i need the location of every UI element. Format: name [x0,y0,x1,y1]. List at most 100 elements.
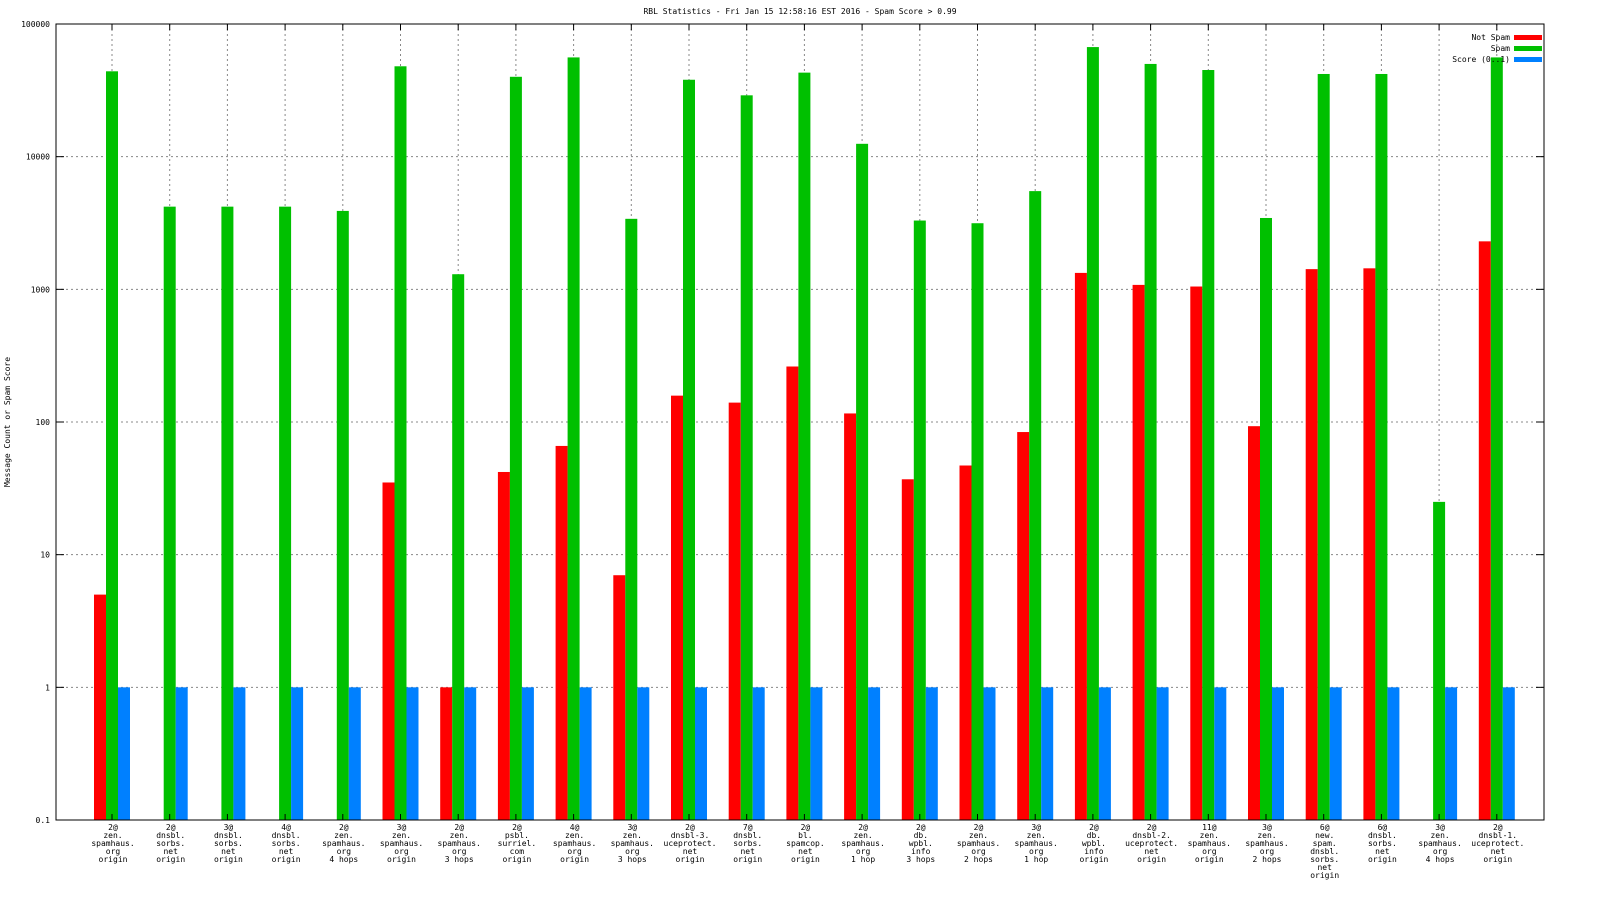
x-tick-label: 2@ [858,823,868,832]
x-tick-label: 3@ [1031,823,1041,832]
bar-score-0-1 [1329,687,1342,820]
bar-not-spam [959,465,972,820]
bar-spam [683,79,695,820]
x-tick-label: origin [214,855,243,864]
x-tick-label: origin [1079,855,1108,864]
bar-not-spam [613,575,626,820]
x-tick-label: origin [1368,855,1397,864]
bar-spam [1317,73,1330,821]
x-tick-label: dnsbl. [156,831,185,840]
x-tick-label: net [279,847,294,856]
x-tick-label: net [798,847,813,856]
y-tick-label: 10000 [26,153,50,162]
x-tick-label: 2@ [685,823,695,832]
bar-score-0-1 [752,687,765,820]
x-tick-label: org [1433,847,1448,856]
x-tick-label: 1 hop [851,855,875,864]
x-tick-label: 3 hops [906,855,935,864]
x-tick-label: uceprotect. [1125,839,1178,848]
x-tick-label: 2@ [108,823,118,832]
x-tick-label: dnsbl-2. [1132,831,1171,840]
x-tick-label: 2@ [512,823,522,832]
x-tick-label: origin [733,855,762,864]
x-tick-label: 3 hops [445,855,474,864]
y-axis-label: Message Count or Spam Score [3,357,12,487]
x-tick-label: spamhaus. [91,839,134,848]
bar-spam [913,220,926,820]
bar-spam [1029,191,1042,820]
x-tick-label: origin [502,855,531,864]
legend-label: Score (0..1) [1452,55,1510,64]
x-tick-label: origin [272,855,301,864]
bar-spam [740,95,753,820]
legend-swatch [1514,35,1542,40]
x-tick-label: 11@ [1202,823,1217,832]
x-tick-label: net [740,847,755,856]
bar-not-spam [1363,268,1376,820]
x-tick-label: 4@ [281,823,291,832]
x-tick-label: 1 hop [1024,855,1048,864]
bar-not-spam [497,471,510,820]
x-tick-label: 2@ [1147,823,1157,832]
x-tick-label: org [1202,847,1217,856]
bar-not-spam [1248,426,1260,820]
x-tick-label: sorbs. [272,839,301,848]
bar-not-spam [901,479,914,820]
x-tick-label: org [567,847,582,856]
x-tick-label: spamhaus. [841,839,884,848]
x-tick-label: origin [99,855,128,864]
bar-score-0-1 [983,687,996,820]
x-tick-label: org [452,847,467,856]
x-tick-label: 2@ [1089,823,1099,832]
x-tick-label: origin [1195,855,1224,864]
x-tick-label: spamhaus. [1418,839,1461,848]
x-tick-label: org [625,847,640,856]
x-tick-label: net [1144,847,1159,856]
x-tick-label: 3@ [627,823,637,832]
bar-score-0-1 [118,687,130,820]
x-tick-label: spamhaus. [1188,839,1231,848]
bar-spam [1260,217,1272,820]
bar-not-spam [1305,269,1318,820]
bar-not-spam [1132,284,1145,820]
x-tick-label: dnsbl-3. [671,831,710,840]
x-tick-label: zen. [1200,831,1219,840]
bar-spam [221,206,234,820]
y-tick-label: 10 [40,551,50,560]
x-tick-label: 2@ [454,823,464,832]
x-tick-label: info [1084,847,1103,856]
x-tick-label: dnsbl. [272,831,301,840]
bar-score-0-1 [1387,687,1400,820]
bar-not-spam [1478,241,1491,820]
x-tick-label: 3 hops [618,855,647,864]
bar-score-0-1 [579,687,592,820]
x-tick-label: dnsbl. [214,831,243,840]
x-tick-label: org [971,847,986,856]
x-tick-label: 4@ [570,823,580,832]
bar-spam [1375,73,1388,821]
bar-layer [94,47,1515,821]
bar-spam [509,76,522,820]
x-tick-label: 2@ [339,823,349,832]
bar-not-spam [94,594,106,820]
x-tick-label: dnsbl. [733,831,762,840]
bar-not-spam [844,413,857,820]
bar-score-0-1 [406,687,419,820]
x-tick-label: zen. [103,831,122,840]
x-tick-label: zen. [623,831,642,840]
y-tick-label: 100 [36,418,51,427]
bar-score-0-1 [1214,687,1227,820]
x-tick-label: uceprotect. [1471,839,1524,848]
x-tick-label: net [1491,847,1506,856]
x-tick-label: org [1260,847,1275,856]
x-axis: 2@zen.spamhaus.orgorigin2@dnsbl.sorbs.ne… [91,24,1524,880]
x-tick-label: net [221,847,236,856]
bar-score-0-1 [521,687,534,820]
x-tick-label: 2@ [166,823,176,832]
bar-spam [452,274,465,820]
bar-score-0-1 [1502,687,1515,820]
x-tick-label: 2@ [974,823,984,832]
bar-spam [336,210,349,820]
bar-score-0-1 [868,687,881,820]
chart-title: RBL Statistics - Fri Jan 15 12:58:16 EST… [643,7,956,16]
